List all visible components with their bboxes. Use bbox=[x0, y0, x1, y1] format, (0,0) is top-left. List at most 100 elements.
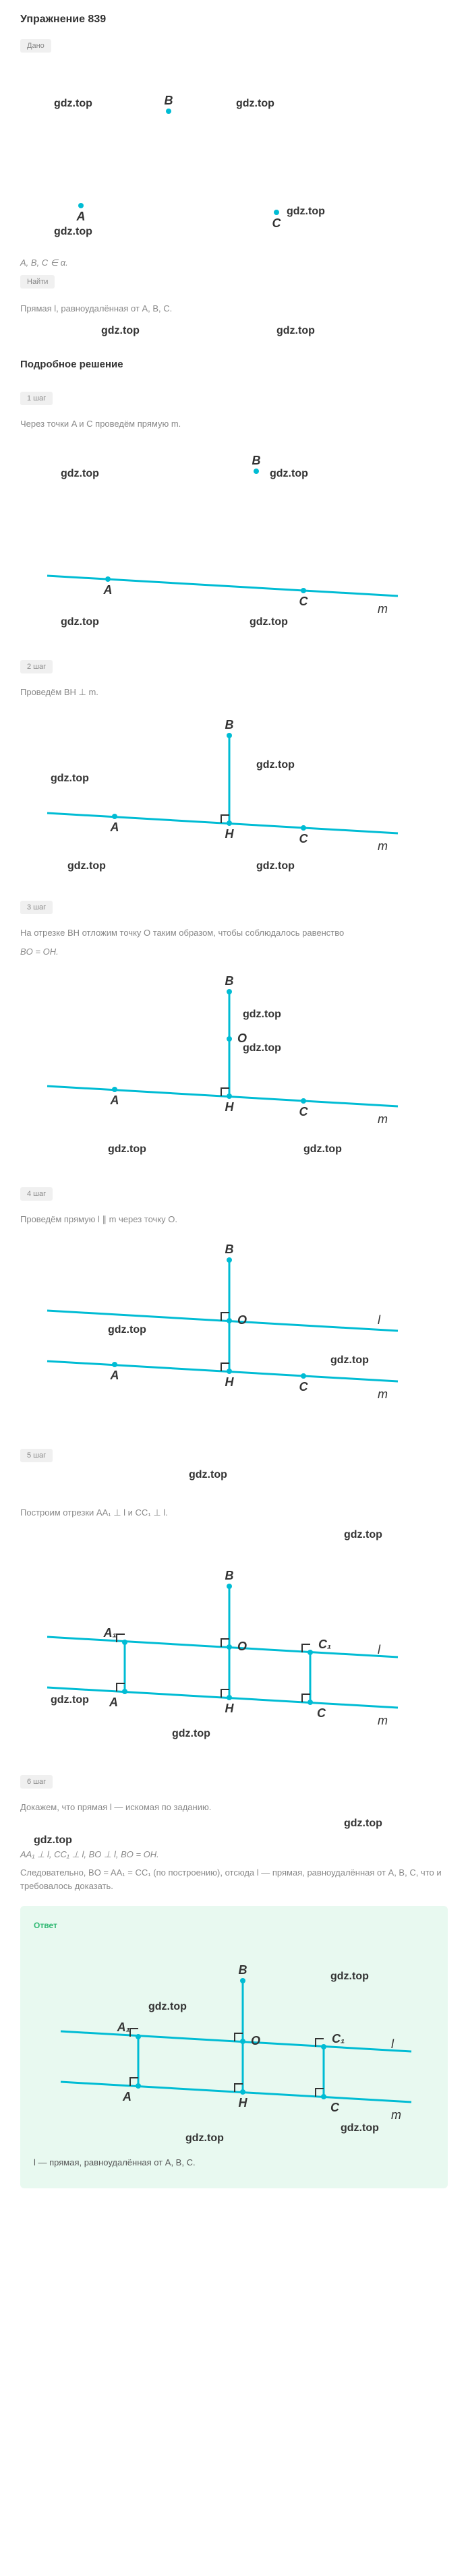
answer-text: l — прямая, равноудалённая от A, B, C. bbox=[34, 2156, 434, 2169]
watermark: gdz.top bbox=[341, 2122, 379, 2134]
watermark: gdz.top bbox=[256, 759, 295, 771]
badge-step4: 4 шаг bbox=[20, 1187, 53, 1201]
watermark: gdz.top bbox=[61, 616, 99, 628]
wm-row5: gdz.top bbox=[20, 1479, 448, 1496]
watermark: gdz.top bbox=[236, 98, 274, 110]
svg-text:m: m bbox=[378, 1714, 388, 1727]
diagram-answer: gdz.top gdz.top gdz.top gdz.top BOA₁AHC₁… bbox=[34, 1950, 434, 2146]
svg-text:B: B bbox=[225, 974, 234, 988]
watermark: gdz.top bbox=[67, 860, 106, 872]
step4-text: Проведём прямую l ∥ m через точку O. bbox=[20, 1213, 448, 1226]
svg-text:B: B bbox=[165, 94, 173, 107]
watermark: gdz.top bbox=[148, 2001, 187, 2013]
watermark: gdz.top bbox=[185, 2132, 224, 2145]
given-text: A, B, C ∈ α. bbox=[20, 256, 448, 270]
svg-text:A₁: A₁ bbox=[117, 2020, 130, 2034]
badge-step1: 1 шаг bbox=[20, 392, 53, 405]
svg-text:C₁: C₁ bbox=[318, 1638, 331, 1651]
svg-text:C: C bbox=[330, 2101, 340, 2114]
badge-step2: 2 шаг bbox=[20, 660, 53, 673]
svg-text:B: B bbox=[225, 1569, 234, 1582]
wm-row6: gdz.top gdz.top bbox=[20, 1824, 448, 1838]
svg-text:A: A bbox=[110, 1094, 119, 1107]
badge-step6: 6 шаг bbox=[20, 1775, 53, 1789]
diagram-given: gdz.top gdz.top gdz.top gdz.top BAC bbox=[20, 71, 448, 246]
watermark: gdz.top bbox=[243, 1042, 281, 1054]
svg-text:H: H bbox=[225, 1100, 235, 1114]
watermark: gdz.top bbox=[54, 226, 92, 238]
svg-text:m: m bbox=[378, 1387, 388, 1401]
svg-text:O: O bbox=[237, 1313, 247, 1327]
svg-text:m: m bbox=[378, 839, 388, 853]
wm-row: gdz.top gdz.top bbox=[20, 325, 448, 345]
watermark: gdz.top bbox=[276, 325, 315, 337]
svg-text:B: B bbox=[252, 454, 261, 467]
svg-text:A: A bbox=[110, 1369, 119, 1382]
answer-box: Ответ gdz.top gdz.top gdz.top gdz.top BO… bbox=[20, 1906, 448, 2188]
step6-text1: Докажем, что прямая l — искомая по задан… bbox=[20, 1801, 448, 1814]
svg-text:B: B bbox=[225, 718, 234, 731]
exercise-title: Упражнение 839 bbox=[20, 13, 448, 26]
watermark: gdz.top bbox=[61, 468, 99, 480]
step2-text: Проведём BH ⊥ m. bbox=[20, 686, 448, 699]
svg-text:C: C bbox=[299, 1105, 309, 1118]
svg-text:A: A bbox=[76, 210, 86, 223]
svg-text:l: l bbox=[378, 1643, 381, 1656]
step5-text: Построим отрезки AA₁ ⊥ l и CC₁ ⊥ l. bbox=[20, 1506, 448, 1520]
svg-text:C₁: C₁ bbox=[332, 2032, 345, 2045]
svg-text:A: A bbox=[103, 583, 113, 597]
watermark: gdz.top bbox=[250, 616, 288, 628]
find-text: Прямая l, равноудалённая от A, B, C. bbox=[20, 302, 448, 316]
svg-text:C: C bbox=[317, 1706, 326, 1720]
svg-text:C: C bbox=[299, 595, 309, 608]
svg-text:O: O bbox=[237, 1640, 247, 1653]
watermark: gdz.top bbox=[101, 325, 140, 337]
svg-text:H: H bbox=[239, 2096, 248, 2109]
svg-text:H: H bbox=[225, 827, 235, 841]
watermark: gdz.top bbox=[303, 1143, 342, 1156]
svg-text:A: A bbox=[110, 820, 119, 834]
badge-step3: 3 шаг bbox=[20, 901, 53, 914]
watermark: gdz.top bbox=[270, 468, 308, 480]
watermark: gdz.top bbox=[287, 206, 325, 218]
watermark: gdz.top bbox=[256, 860, 295, 872]
step3-text2: BO = OH. bbox=[20, 945, 448, 959]
svg-text:A: A bbox=[109, 1696, 118, 1709]
watermark: gdz.top bbox=[189, 1469, 227, 1481]
step6-text3: Следовательно, BO = AA₁ = CC₁ (по постро… bbox=[20, 1866, 448, 1892]
watermark: gdz.top bbox=[51, 1694, 89, 1706]
diagram-step5: gdz.top gdz.top BOA₁AHC₁Cml bbox=[20, 1556, 448, 1751]
svg-text:m: m bbox=[391, 2108, 401, 2122]
section-header: Подробное решение bbox=[20, 359, 448, 370]
watermark: gdz.top bbox=[344, 1818, 382, 1830]
diagram-step4: gdz.top gdz.top B O A H Cm l bbox=[20, 1236, 448, 1425]
step6-text2: AA₁ ⊥ l, CC₁ ⊥ l, BO ⊥ l, BO = OH. bbox=[20, 1848, 448, 1861]
watermark: gdz.top bbox=[344, 1529, 382, 1541]
watermark: gdz.top bbox=[172, 1728, 210, 1740]
diagram-step2: gdz.top gdz.top gdz.top gdz.top B A H Cm bbox=[20, 709, 448, 877]
svg-text:H: H bbox=[225, 1375, 235, 1389]
step3-text1: На отрезке BH отложим точку O таким обра… bbox=[20, 926, 448, 940]
svg-text:m: m bbox=[378, 602, 388, 616]
svg-text:l: l bbox=[378, 1313, 381, 1327]
svg-text:B: B bbox=[225, 1242, 234, 1256]
watermark: gdz.top bbox=[34, 1834, 72, 1847]
watermark: gdz.top bbox=[51, 773, 89, 785]
svg-text:l: l bbox=[391, 2037, 394, 2051]
badge-answer: Ответ bbox=[34, 1921, 57, 1930]
svg-text:C: C bbox=[272, 216, 282, 230]
watermark: gdz.top bbox=[108, 1324, 146, 1336]
svg-text:m: m bbox=[378, 1112, 388, 1126]
watermark: gdz.top bbox=[330, 1354, 369, 1367]
svg-text:C: C bbox=[299, 832, 309, 845]
step1-text: Через точки A и C проведём прямую m. bbox=[20, 417, 448, 431]
badge-given: Дано bbox=[20, 39, 51, 53]
svg-text:O: O bbox=[251, 2034, 260, 2047]
svg-text:H: H bbox=[225, 1702, 235, 1715]
watermark: gdz.top bbox=[108, 1143, 146, 1156]
diagram-step1: gdz.top gdz.top gdz.top gdz.top B A Cm bbox=[20, 441, 448, 636]
watermark: gdz.top bbox=[330, 1971, 369, 1983]
svg-text:C: C bbox=[299, 1380, 309, 1394]
diagram-step3: gdz.top gdz.top gdz.top gdz.top BOAHCm bbox=[20, 968, 448, 1164]
badge-find: Найти bbox=[20, 275, 55, 289]
